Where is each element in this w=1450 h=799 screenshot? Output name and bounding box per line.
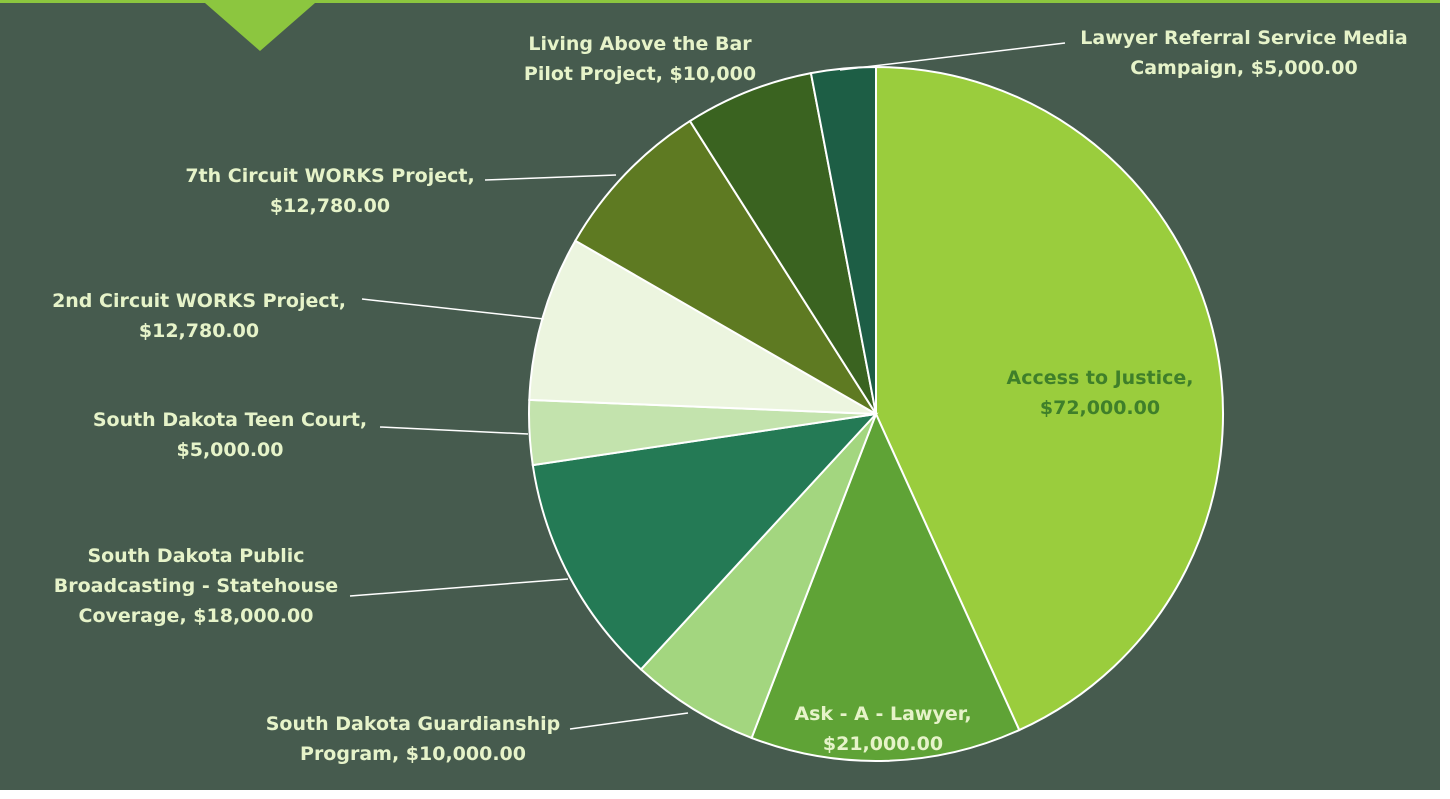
slice-label-line: Ask - A - Lawyer, (794, 703, 971, 725)
slice-label-line: South Dakota Teen Court, (93, 409, 367, 431)
leader-line-south-dakota-public-broadcasting-statehouse-coverage (349, 578, 569, 597)
slice-label-line: Coverage, $18,000.00 (79, 605, 314, 627)
pie-slice-ask-a-lawyer (750, 411, 1021, 762)
pie-slice-living-above-the-bar-pilot-project (688, 71, 877, 415)
slice-label-line: $21,000.00 (823, 733, 943, 755)
slice-label-line: Broadcasting - Statehouse (54, 575, 338, 597)
pie-slice-7th-circuit-works-project (573, 119, 877, 415)
pie-slice-south-dakota-public-broadcasting-statehouse-coverage (531, 412, 879, 671)
slice-label-7th-circuit-works-project: 7th Circuit WORKS Project, $12,780.00 (185, 165, 474, 217)
slice-labels: Access to Justice, $72,000.00 Ask - A - La… (52, 27, 1408, 765)
slice-label-lawyer-referral-service-media-campaign: Lawyer Referral Service Media Campaign, $… (1080, 27, 1407, 79)
slice-label-south-dakota-public-broadcasting-statehouse-coverage: South Dakota Public Broadcasting - Stateh… (54, 545, 338, 627)
slice-label-south-dakota-teen-court: South Dakota Teen Court, $5,000.00 (93, 409, 367, 461)
leader-lines (349, 42, 1066, 730)
slice-label-line: 2nd Circuit WORKS Project, (52, 290, 346, 312)
pie-slice-south-dakota-guardianship-program (639, 413, 877, 740)
leader-line-south-dakota-guardianship-program (569, 712, 689, 730)
slice-label-line: $12,780.00 (270, 195, 390, 217)
leader-line-7th-circuit-works-project (484, 174, 617, 181)
slice-label-line: Living Above the Bar (528, 33, 752, 55)
slice-label-south-dakota-guardianship-program: South Dakota Guardianship Program, $10,00… (266, 713, 561, 765)
pie-slice-access-to-justice (875, 65, 1224, 732)
slice-label-line: Pilot Project, $10,000 (524, 63, 756, 85)
slice-label-line: $12,780.00 (139, 320, 259, 342)
slice-label-line: $5,000.00 (177, 439, 284, 461)
pie-slice-lawyer-referral-service-media-campaign (809, 65, 877, 415)
leader-line-2nd-circuit-works-project (361, 298, 545, 320)
slice-label-2nd-circuit-works-project: 2nd Circuit WORKS Project, $12,780.00 (52, 290, 346, 342)
slice-label-ask-a-lawyer: Ask - A - Lawyer, $21,000.00 (794, 703, 971, 755)
leader-line-lawyer-referral-service-media-campaign (839, 42, 1066, 71)
slice-label-line: South Dakota Public (87, 545, 304, 567)
pie-chart: Access to Justice, $72,000.00 Ask - A - La… (52, 3, 1408, 765)
slice-label-line: $72,000.00 (1040, 397, 1160, 419)
slice-label-line: Lawyer Referral Service Media (1080, 27, 1407, 49)
slice-label-living-above-the-bar-pilot-project: Living Above the Bar Pilot Project, $10,0… (524, 33, 756, 85)
slice-label-access-to-justice: Access to Justice, $72,000.00 (1007, 367, 1194, 419)
slice-label-line: Campaign, $5,000.00 (1130, 57, 1357, 79)
slice-label-line: Program, $10,000.00 (300, 743, 526, 765)
pie-slices (528, 65, 1224, 762)
slice-label-line: Access to Justice, (1007, 367, 1194, 389)
slice-label-line: South Dakota Guardianship (266, 713, 561, 735)
leader-line-south-dakota-teen-court (379, 426, 529, 435)
slice-label-line: 7th Circuit WORKS Project, (185, 165, 474, 187)
pie-slice-2nd-circuit-works-project (528, 239, 877, 415)
accent-tab-shape (205, 3, 315, 51)
